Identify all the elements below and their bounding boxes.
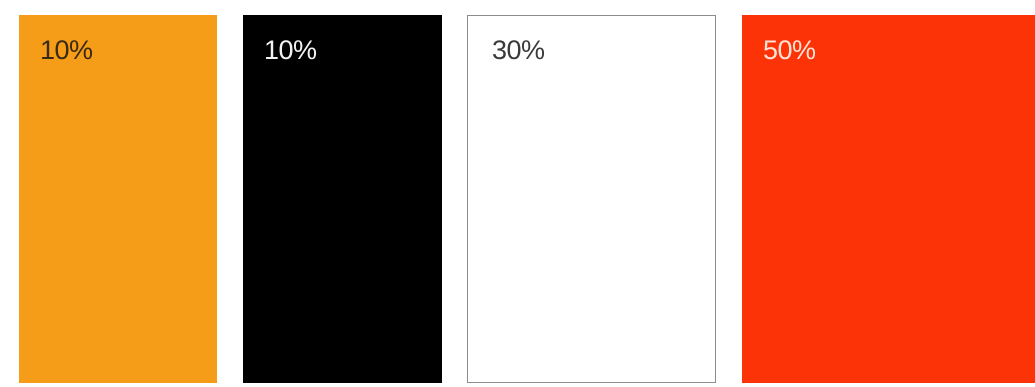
color-swatch-orange: 10%	[19, 15, 217, 383]
swatch-percentage-label: 10%	[40, 35, 93, 65]
color-swatch-black: 10%	[243, 15, 442, 383]
color-swatch-red: 50%	[742, 15, 1035, 383]
swatch-percentage-label: 10%	[264, 35, 317, 65]
swatch-percentage-label: 50%	[763, 35, 816, 65]
swatch-percentage-label: 30%	[492, 35, 545, 65]
color-swatch-white: 30%	[467, 15, 716, 383]
